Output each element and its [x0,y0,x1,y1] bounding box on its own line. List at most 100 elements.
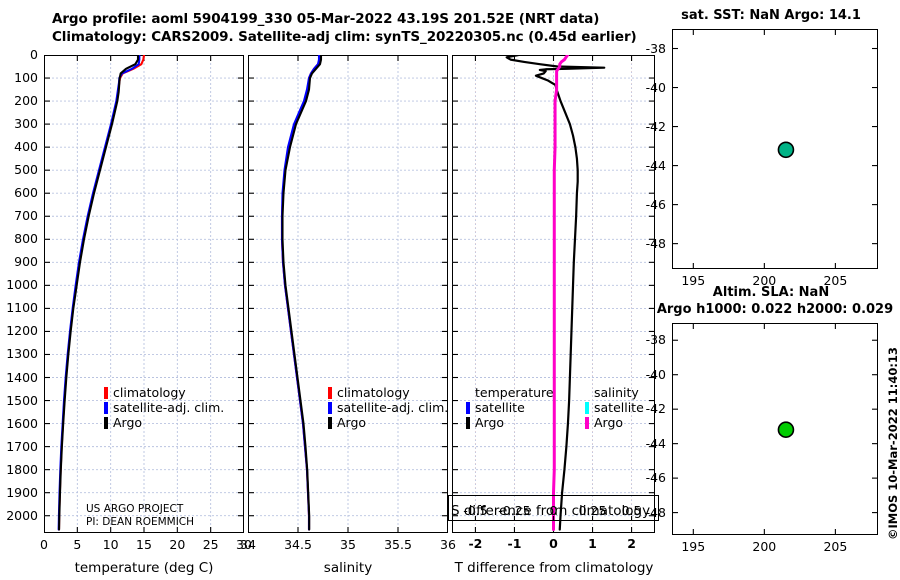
x-tick-label: 34 [240,537,256,552]
depth-tick-label: 0 [30,47,38,62]
legend-label-argo: Argo [113,415,143,430]
map-lon-tick-label: 195 [681,273,706,288]
legend-swatch-climatology [328,386,332,399]
t-difference-axis-label: T difference from climatology [454,560,654,576]
depth-tick-label: 600 [14,185,38,201]
legend-label-climatology: climatology [113,385,186,400]
map-lon-tick-label: 205 [823,273,848,288]
map-lat-tick-label: -44 [645,157,666,173]
x-tick-label: 30 [236,537,252,552]
difference-legend-salinity: salinity satellite Argo [585,385,644,430]
t-difference-tick-label: 0 [549,536,558,551]
t-difference-tick-label: 1 [588,536,597,551]
legend-label-s-satellite: satellite [594,400,644,415]
depth-tick-label: 1900 [6,484,38,500]
depth-tick-label: 800 [14,231,38,247]
title-line-1: Argo profile: aoml 5904199_330 05-Mar-20… [52,11,600,27]
salinity-profile-panel [248,55,448,533]
sst-map-plot [672,29,878,269]
depth-tick-label: 500 [14,162,38,178]
map-lat-tick-label: -38 [645,332,666,348]
s-difference-axis-label: S difference from climatology [451,503,651,519]
sla-map-plot [672,323,878,535]
legend-swatch-satellite-adj-clim [104,401,108,414]
t-difference-tick-label: -1 [507,536,522,551]
x-tick-label: 15 [136,537,152,552]
legend-item-satellite-adj-clim: satellite-adj. clim. [104,400,224,415]
project-credit-line-2: PI: DEAN ROEMMICH [86,516,195,528]
s-difference-tick-label: 0.5 [621,503,642,518]
map-lat-tick-label: -44 [645,435,666,451]
x-tick-label: 20 [169,537,186,552]
x-tick-label: 34.5 [284,537,312,552]
legend-label-argo: Argo [337,415,367,430]
legend-item-climatology: climatology [328,385,448,400]
depth-tick-label: 1600 [6,415,38,431]
depth-tick-label: 700 [14,208,38,224]
map-lat-tick-label: -42 [645,401,666,417]
legend-label-t-argo: Argo [475,415,505,430]
legend-label-satellite-adj-clim: satellite-adj. clim. [337,400,449,415]
depth-tick-label: 200 [14,93,38,109]
x-tick-label: 5 [73,537,82,552]
imos-copyright-credit: ©IMOS 10-Mar-2022 11:40:13 [886,347,900,540]
depth-tick-label: 1400 [6,369,38,385]
map-lat-tick-label: -38 [645,40,666,56]
s-difference-tick-label: 0.25 [578,503,607,518]
depth-tick-label: 1000 [6,277,38,293]
legend-title-temperature: temperature [466,385,554,400]
depth-tick-label: 2000 [6,507,38,523]
map-lat-tick-label: -40 [645,79,666,95]
legend-title-salinity: salinity [585,385,644,400]
map-lon-tick-label: 195 [681,539,706,554]
x-tick-label: 35 [340,537,356,552]
temperature-profile-panel [44,55,244,533]
map-lat-tick-label: -40 [645,366,666,382]
legend-swatch-climatology [104,386,108,399]
legend-swatch-argo [328,416,332,429]
x-tick-label: 0 [40,537,48,552]
legend-label-temperature: temperature [475,385,554,400]
legend-item-s-argo: Argo [585,415,644,430]
depth-tick-label: 1100 [6,300,38,316]
sla-map-title: Altim. SLA: NaN [712,285,830,300]
depth-tick-label: 900 [14,254,38,270]
legend-swatch-s-satellite [585,401,589,414]
legend-label-salinity: salinity [594,385,639,400]
temperature-axis-label: temperature (deg C) [74,560,214,576]
map-lat-tick-label: -42 [645,118,666,134]
salinity-profile-plot [248,55,448,533]
map-lon-tick-label: 205 [823,539,848,554]
legend-swatch-t-argo [466,416,470,429]
difference-legend-temperature: temperature satellite Argo [466,385,554,430]
title-line-2: Climatology: CARS2009. Satellite-adj cli… [52,29,637,45]
depth-tick-label: 400 [14,139,38,155]
depth-tick-label: 100 [14,70,38,86]
x-tick-label: 25 [202,537,219,552]
project-credit-line-1: US ARGO PROJECT [86,503,184,515]
difference-profile-plot [452,55,655,533]
sla-map-panel [672,323,878,535]
map-lon-tick-label: 200 [752,539,777,554]
legend-label-t-satellite: satellite [475,400,525,415]
legend-item-argo: Argo [104,415,224,430]
x-tick-label: 10 [102,537,119,552]
map-float-marker [777,141,795,159]
legend-swatch-satellite-adj-clim [328,401,332,414]
map-float-marker [777,421,795,438]
legend-item-satellite-adj-clim: satellite-adj. clim. [328,400,448,415]
map-lat-tick-label: -46 [645,470,666,486]
t-difference-tick-label: -2 [468,536,483,551]
legend-label-climatology: climatology [337,385,410,400]
s-difference-tick-label: -0.5 [463,503,488,518]
map-lat-tick-label: -48 [645,504,666,520]
legend-item-argo: Argo [328,415,448,430]
legend-item-climatology: climatology [104,385,224,400]
depth-tick-label: 1300 [6,346,38,362]
sla-map-subtitle: Argo h1000: 0.022 h2000: 0.029 [656,302,894,317]
legend-swatch-s-argo [585,416,589,429]
legend-swatch-argo [104,416,108,429]
t-difference-tick-label: 2 [627,536,636,551]
depth-tick-label: 1500 [6,392,38,408]
x-tick-label: 36 [440,537,456,552]
